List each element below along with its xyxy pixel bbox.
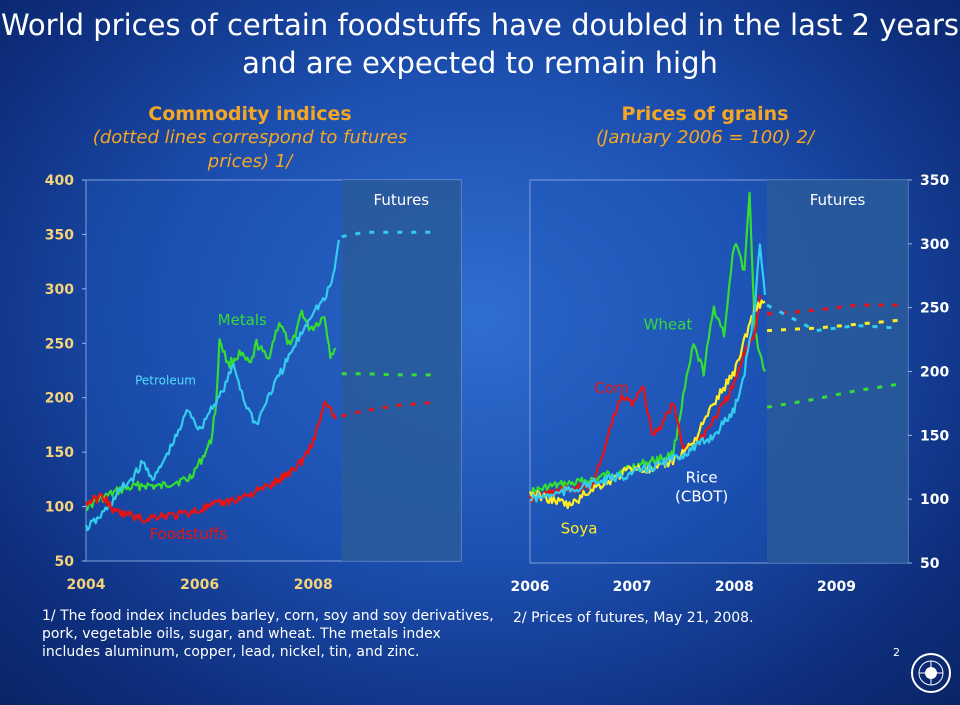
footnote-right: 2/ Prices of futures, May 21, 2008. xyxy=(513,610,754,626)
series-label-rice-cbot: Rice (CBOT) xyxy=(675,469,728,506)
y-tick-label-150: 150 xyxy=(45,445,74,461)
slide-title: World prices of certain foodstuffs have … xyxy=(0,6,960,82)
y-tick-label-350: 350 xyxy=(45,227,74,243)
series-label-corn: Corn xyxy=(594,379,629,397)
y-tick-label-200: 200 xyxy=(45,391,74,407)
series-label-wheat: Wheat xyxy=(644,315,693,333)
right-chart-heading: Prices of grains (January 2006 = 100) 2/ xyxy=(545,102,865,150)
series-label-line: Soya xyxy=(561,520,598,538)
page-number: 2 xyxy=(893,646,900,659)
series-line-soya xyxy=(528,299,766,510)
x-tick-label-2006: 2006 xyxy=(511,579,550,595)
right-chart-title: Prices of grains xyxy=(621,103,789,125)
series-label-line: Corn xyxy=(594,379,629,397)
x-tick-label-2008: 2008 xyxy=(715,579,754,595)
slide-title-line-2: and are expected to remain high xyxy=(242,46,718,80)
series-line-foodstuffs xyxy=(85,400,338,524)
series-label-soya: Soya xyxy=(561,520,598,538)
footnote-left: 1/ The food index includes barley, corn,… xyxy=(42,608,494,660)
series-label-line: Foodstuffs xyxy=(150,525,228,543)
y-tick-label-200: 200 xyxy=(920,365,949,381)
y-tick-label-100: 100 xyxy=(920,492,949,508)
y-tick-label-100: 100 xyxy=(45,500,74,516)
right-chart-subtitle: (January 2006 = 100) 2/ xyxy=(596,127,814,148)
y-tick-label-400: 400 xyxy=(45,173,74,189)
x-tick-label-2007: 2007 xyxy=(613,579,652,595)
series-line-wheat xyxy=(529,191,766,498)
y-tick-label-300: 300 xyxy=(45,282,74,298)
futures-label: Futures xyxy=(810,191,866,209)
series-label-foodstuffs: Foodstuffs xyxy=(150,525,228,543)
x-tick-label-2006: 2006 xyxy=(180,577,219,593)
series-label-line: Metals xyxy=(218,311,267,329)
left-chart-subtitle: (dotted lines correspond to futures pric… xyxy=(92,127,408,172)
series-label-metals: Metals xyxy=(218,311,267,329)
futures-band xyxy=(341,180,461,561)
series-label-line: (CBOT) xyxy=(675,488,728,506)
series-label-line: Wheat xyxy=(644,315,693,333)
futures-label: Futures xyxy=(374,191,430,209)
left-chart-heading: Commodity indices (dotted lines correspo… xyxy=(60,102,440,174)
y-tick-label-250: 250 xyxy=(920,301,949,317)
series-line-metals xyxy=(85,309,337,512)
futures-line-rice-cbot xyxy=(766,303,898,333)
series-label-line: Petroleum xyxy=(135,374,196,388)
y-tick-label-50: 50 xyxy=(55,554,75,570)
futures-line-wheat xyxy=(766,382,899,409)
slide-title-line-1: World prices of certain foodstuffs have … xyxy=(0,8,960,42)
series-label-line: Rice xyxy=(686,469,718,487)
series-line-rice-cbot xyxy=(529,243,767,503)
series-line-petroleum xyxy=(84,239,340,532)
futures-band xyxy=(767,180,908,563)
y-tick-label-150: 150 xyxy=(920,428,949,444)
x-tick-label-2008: 2008 xyxy=(294,577,333,593)
y-tick-label-350: 350 xyxy=(920,173,949,189)
x-tick-label-2009: 2009 xyxy=(817,579,856,595)
y-tick-label-50: 50 xyxy=(920,556,940,572)
y-tick-label-300: 300 xyxy=(920,237,949,253)
y-tick-label-250: 250 xyxy=(45,336,74,352)
series-label-petroleum: Petroleum xyxy=(135,374,196,388)
imf-seal-icon xyxy=(911,653,951,693)
x-tick-label-2004: 2004 xyxy=(67,577,106,593)
left-chart-title: Commodity indices xyxy=(148,103,352,125)
